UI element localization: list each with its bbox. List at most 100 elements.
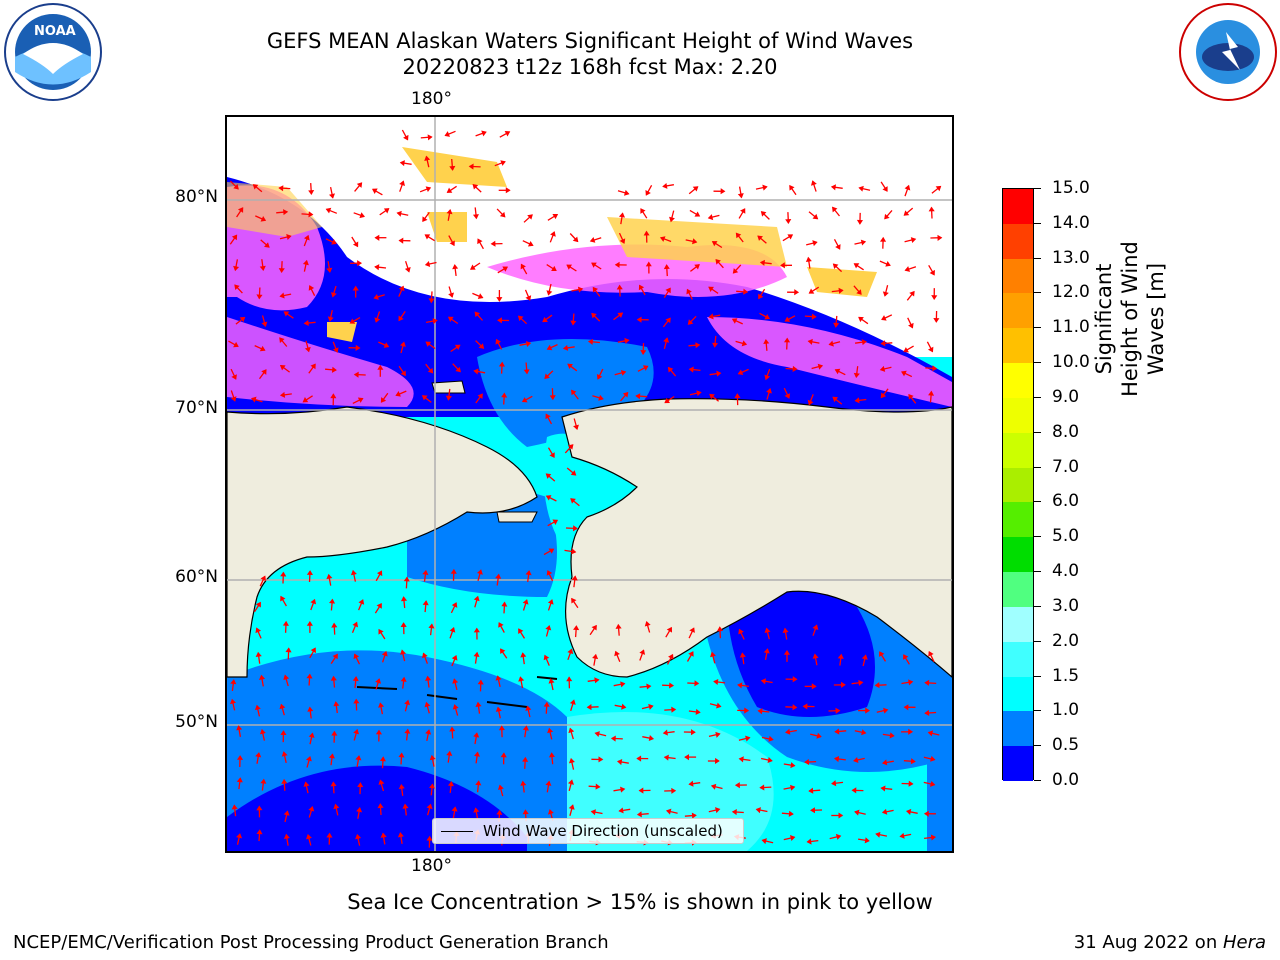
wave-direction-arrowhead — [904, 184, 911, 191]
wave-direction-arrowhead — [905, 808, 912, 816]
colorbar-tick-mark — [1034, 327, 1041, 329]
wave-direction-arrowhead — [812, 240, 818, 247]
wave-direction-arrowhead — [497, 317, 502, 324]
wave-direction-arrowhead — [610, 735, 616, 742]
wave-direction-arrowhead — [903, 210, 910, 216]
wave-direction-arrowhead — [283, 833, 290, 840]
wave-direction-arrowhead — [716, 626, 724, 632]
wave-direction-arrowhead — [744, 707, 750, 714]
wave-direction-arrowhead — [352, 241, 359, 248]
wave-direction-arrowhead — [885, 261, 891, 267]
wave-direction-arrowhead — [569, 699, 576, 705]
wave-direction-arrowhead — [757, 708, 763, 715]
wave-direction-arrowhead — [830, 184, 837, 191]
wave-direction-arrowhead — [355, 755, 362, 761]
wave-direction-arrowhead — [306, 570, 313, 576]
wave-direction-arrowhead — [542, 316, 548, 323]
colorbar-segment — [1003, 537, 1033, 573]
wave-direction-arrowhead — [283, 674, 290, 681]
wave-direction-arrowhead — [694, 264, 700, 270]
wave-direction-arrowhead — [636, 755, 642, 762]
wave-direction-arrowhead — [787, 234, 794, 240]
wave-direction-arrowhead — [711, 241, 718, 247]
wave-direction-arrowhead — [374, 234, 380, 241]
wave-direction-arrowhead — [549, 452, 555, 458]
wave-direction-arrowhead — [425, 675, 432, 681]
wave-direction-arrowhead — [522, 725, 529, 731]
wave-direction-arrowhead — [450, 568, 457, 574]
wave-direction-arrowhead — [592, 653, 599, 660]
wave-direction-arrowhead — [303, 781, 310, 787]
wave-direction-arrowhead — [669, 682, 675, 689]
colorbar-tick-mark — [1034, 640, 1041, 642]
wave-direction-arrowhead — [616, 758, 623, 766]
wave-direction-arrowhead — [286, 234, 292, 241]
wave-direction-arrowhead — [908, 780, 914, 787]
wave-direction-arrowhead — [473, 595, 480, 602]
lon-label-bottom: 180° — [411, 856, 452, 876]
wave-direction-arrowhead — [398, 237, 404, 244]
wave-direction-arrowhead — [840, 681, 846, 688]
wave-direction-arrowhead — [545, 413, 551, 420]
wave-direction-arrowhead — [233, 184, 239, 190]
wave-direction-arrowhead — [590, 809, 596, 816]
wave-direction-arrowhead — [833, 322, 840, 328]
wave-direction-arrowhead — [615, 623, 622, 629]
wave-direction-arrowhead — [908, 393, 914, 400]
wave-direction-arrowhead — [928, 390, 935, 396]
wave-direction-arrowhead — [551, 265, 557, 271]
wave-direction-arrowhead — [684, 754, 689, 761]
colorbar-tick-mark — [1034, 362, 1041, 364]
wave-direction-arrowhead — [712, 342, 719, 348]
wave-direction-arrowhead — [811, 683, 817, 690]
wave-direction-arrowhead — [424, 701, 431, 708]
wave-direction-arrowhead — [646, 683, 652, 690]
wave-direction-arrowhead — [478, 343, 485, 349]
wave-direction-arrowhead — [738, 628, 744, 635]
wave-direction-arrowhead — [303, 234, 310, 241]
lat-label-50: 50°N — [175, 712, 218, 732]
wave-direction-arrowhead — [352, 676, 359, 682]
wave-direction-arrowhead — [546, 290, 553, 296]
wave-direction-arrowhead — [455, 366, 461, 373]
wave-direction-arrowhead — [788, 810, 794, 817]
colorbar-tick-label: 12.0 — [1052, 282, 1090, 303]
wave-direction-arrowhead — [380, 397, 387, 403]
wave-direction-arrowhead — [831, 780, 837, 787]
wave-direction-arrowhead — [763, 648, 770, 654]
wave-height-map: Wind Wave Direction (unscaled) — [225, 115, 954, 853]
wave-direction-arrowhead — [714, 757, 720, 765]
wave-direction-arrowhead — [853, 757, 859, 763]
wave-direction-arrowhead — [732, 268, 739, 274]
wave-direction-arrowhead — [928, 206, 935, 212]
wave-direction-arrowhead — [768, 735, 774, 742]
lat-label-60: 60°N — [175, 567, 218, 587]
wave-direction-arrowhead — [883, 707, 889, 714]
wave-direction-arrowhead — [620, 681, 626, 688]
wave-direction-arrowhead — [861, 339, 867, 346]
wave-direction-arrowhead — [279, 292, 285, 299]
colorbar-segment — [1003, 467, 1033, 503]
wave-direction-arrowhead — [642, 365, 649, 371]
wave-direction-arrowhead — [495, 706, 502, 712]
wave-direction-arrowhead — [591, 624, 597, 631]
wave-direction-arrowhead — [669, 216, 675, 223]
wave-direction-arrowhead — [476, 569, 483, 575]
wave-direction-arrowhead — [477, 393, 483, 400]
wave-direction-arrowhead — [740, 208, 746, 214]
wave-direction-arrowhead — [572, 525, 578, 532]
map-canvas — [227, 117, 952, 851]
wave-direction-arrowhead — [352, 621, 359, 628]
wave-direction-arrowhead — [231, 234, 238, 241]
wave-direction-arrowhead — [425, 186, 432, 193]
wave-direction-arrowhead — [865, 707, 871, 714]
wave-direction-arrowhead — [832, 396, 839, 403]
wave-direction-arrowhead — [935, 185, 942, 192]
wave-direction-arrowhead — [546, 570, 553, 576]
colorbar-tick-label: 11.0 — [1052, 317, 1090, 338]
wave-direction-arrowhead — [713, 678, 719, 685]
wave-direction-arrowhead — [451, 655, 458, 661]
wave-direction-arrowhead — [570, 498, 576, 504]
wave-direction-arrowhead — [374, 317, 381, 323]
wave-direction-arrowhead — [780, 262, 785, 269]
